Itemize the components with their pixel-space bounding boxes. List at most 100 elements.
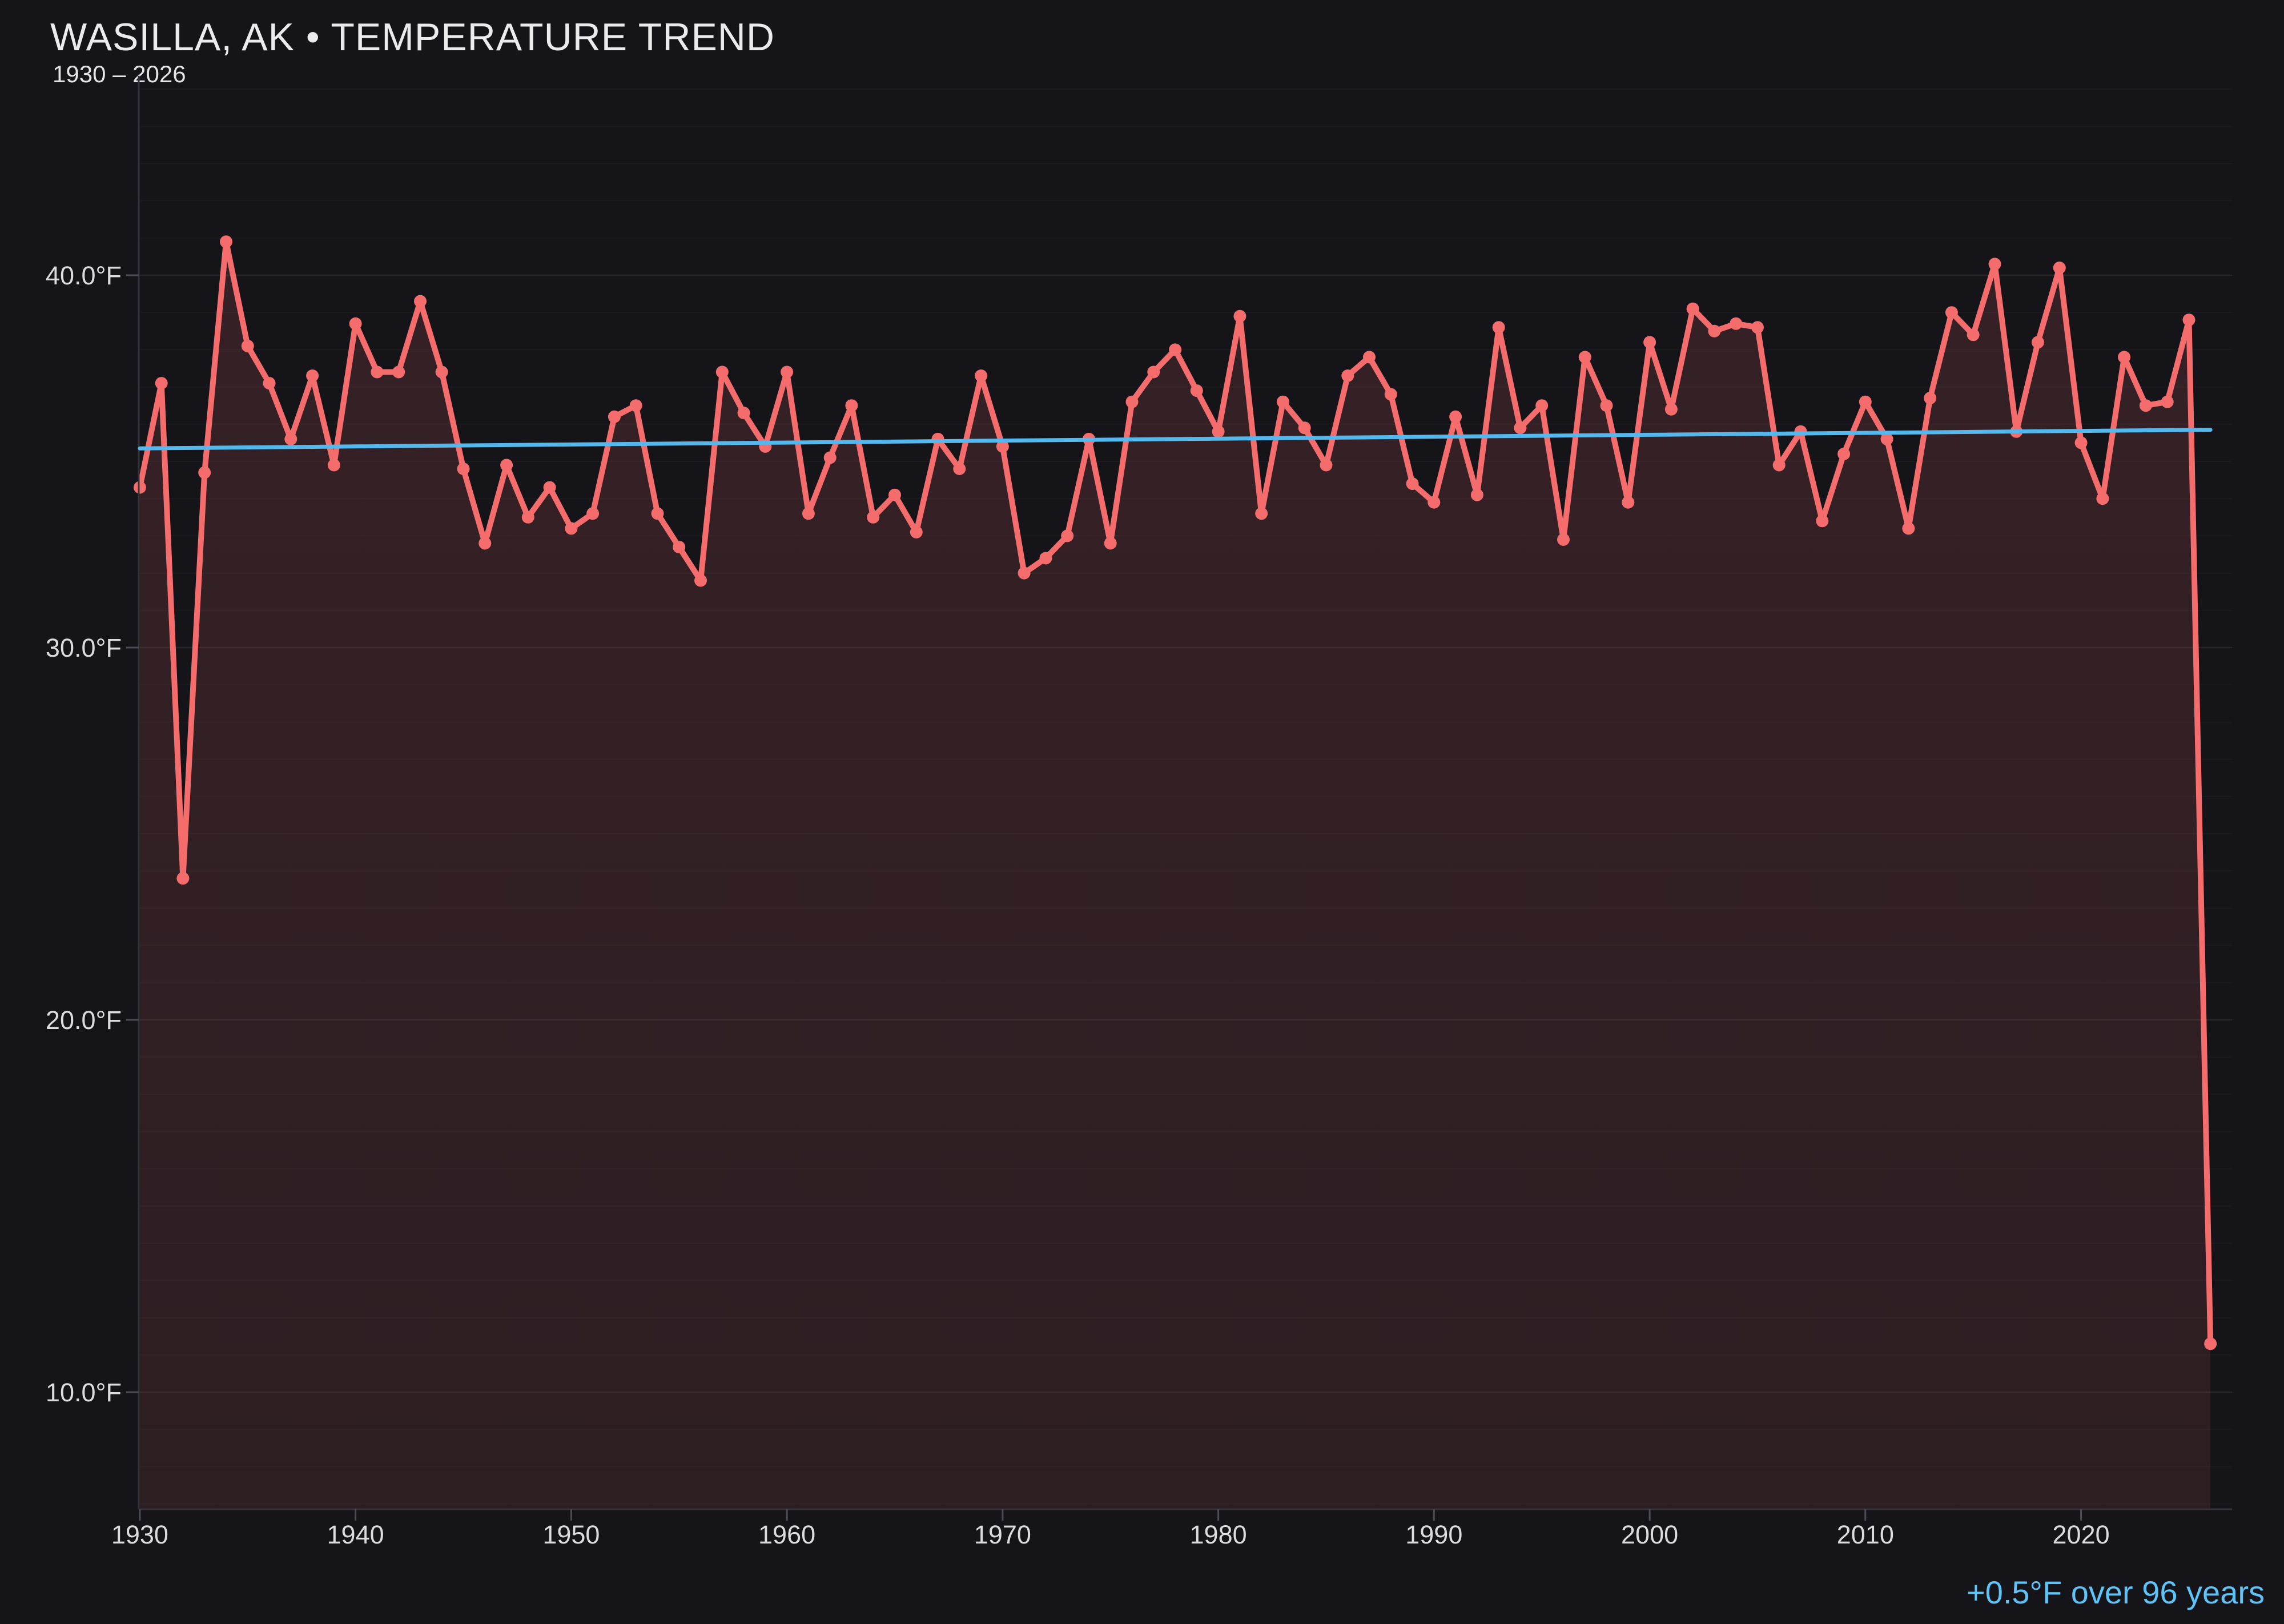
data-point (1859, 395, 1872, 408)
data-point (1643, 336, 1656, 349)
data-point (1061, 529, 1074, 542)
data-point (1341, 369, 1354, 382)
data-point (133, 481, 146, 494)
data-point (1686, 302, 1699, 315)
data-point (1708, 324, 1721, 337)
data-point (1622, 496, 1635, 509)
x-tick-label: 1940 (327, 1520, 384, 1549)
temperature-area-fill (139, 242, 2211, 1509)
data-point (1557, 533, 1570, 546)
axis-ticks (126, 274, 2082, 1521)
data-point (198, 466, 211, 479)
data-point (2139, 399, 2152, 412)
y-tick-label: 40.0°F (46, 261, 122, 290)
x-tick-label: 2010 (1837, 1520, 1894, 1549)
data-point (953, 463, 966, 475)
data-point (284, 432, 297, 445)
data-point (1880, 432, 1893, 445)
x-tick-labels: 1930 1940 1950 1960 1970 1980 1990 2000 2010 2020 (111, 1520, 2110, 1549)
data-point (1384, 388, 1397, 401)
data-point (1600, 399, 1613, 412)
data-point (586, 507, 600, 520)
data-point (715, 365, 729, 379)
data-point (1169, 343, 1182, 356)
data-point (1535, 399, 1549, 412)
data-point (996, 440, 1009, 453)
data-point (1039, 552, 1052, 565)
chart-subtitle: 1930 – 2026 (53, 61, 186, 87)
x-tick-label: 1960 (758, 1520, 815, 1549)
data-point (1470, 488, 1483, 501)
data-point (1125, 395, 1139, 408)
data-point (500, 459, 513, 472)
data-point (2204, 1337, 2217, 1350)
data-point (1363, 351, 1376, 364)
x-tick-label: 1990 (1405, 1520, 1462, 1549)
data-point (1406, 477, 1419, 491)
chart-title: WASILLA, AK • TEMPERATURE TREND (50, 15, 775, 59)
data-point (543, 481, 556, 494)
data-point (1816, 514, 1829, 528)
data-point (2182, 313, 2195, 327)
data-point (1751, 321, 1764, 334)
data-point (781, 365, 794, 379)
data-point (1772, 459, 1786, 472)
data-point (1018, 566, 1031, 580)
data-point (608, 410, 621, 423)
y-tick-label: 20.0°F (46, 1006, 122, 1035)
data-point (2053, 262, 2066, 274)
data-point (371, 365, 384, 379)
data-point (1837, 448, 1851, 460)
data-point (1276, 395, 1289, 408)
data-point (888, 488, 901, 501)
data-point (565, 522, 578, 535)
x-tick-label: 1950 (542, 1520, 600, 1549)
data-point (392, 365, 405, 379)
data-point (435, 365, 448, 379)
data-point (241, 339, 254, 352)
data-point (823, 451, 837, 464)
data-point (673, 541, 686, 553)
data-point (1255, 507, 1268, 520)
x-tick-label: 1930 (111, 1520, 168, 1549)
data-point (2161, 395, 2174, 408)
data-point (306, 369, 319, 382)
data-point (1945, 306, 1958, 319)
data-point (2118, 351, 2131, 364)
data-point (1902, 522, 1915, 535)
data-point (2096, 492, 2109, 505)
data-point (802, 507, 815, 520)
data-point (1104, 537, 1117, 550)
data-point (1492, 321, 1505, 334)
trend-line (138, 428, 2213, 451)
data-point (349, 317, 362, 330)
data-point (694, 574, 707, 587)
data-point (845, 399, 858, 412)
axis-spines (138, 76, 2232, 1510)
data-point-markers (133, 235, 2217, 1350)
data-point (1449, 410, 1462, 423)
data-point (414, 295, 427, 308)
data-point (1190, 384, 1203, 397)
data-point (1212, 425, 1225, 438)
data-point (1427, 496, 1441, 509)
x-tick-label: 1980 (1190, 1520, 1247, 1549)
data-point (521, 510, 534, 524)
data-point (327, 459, 340, 472)
data-point (629, 399, 642, 412)
data-point (1664, 403, 1678, 416)
y-tick-labels: 40.0°F 30.0°F 20.0°F 10.0°F (46, 261, 122, 1407)
data-point (1147, 365, 1160, 379)
data-point (651, 507, 664, 520)
x-tick-label: 2000 (1621, 1520, 1678, 1549)
trend-annotation: +0.5°F over 96 years (1967, 1574, 2265, 1610)
data-point (1298, 421, 1311, 435)
x-tick-label: 1970 (974, 1520, 1031, 1549)
x-tick-label: 2020 (2053, 1520, 2110, 1549)
data-point (1233, 309, 1246, 323)
data-point (478, 537, 492, 550)
data-point (220, 235, 232, 248)
data-point (737, 407, 750, 420)
